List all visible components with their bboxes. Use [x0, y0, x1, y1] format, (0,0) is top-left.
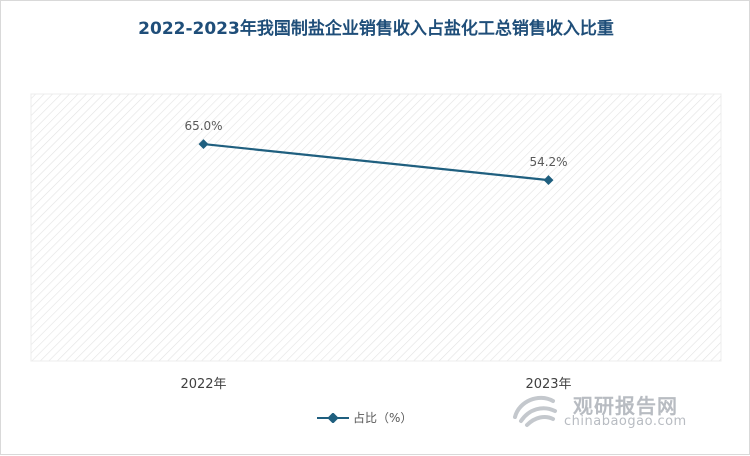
legend-label: 占比（%）	[353, 411, 413, 425]
x-tick-label: 2022年	[180, 377, 226, 392]
data-label: 54.2%	[529, 155, 567, 169]
plot-area	[30, 93, 722, 362]
series-line	[203, 142, 549, 182]
data-point	[543, 175, 554, 186]
swirl-logo-icon	[513, 395, 557, 427]
x-tick-label: 2023年	[525, 377, 571, 392]
legend-line-swatch	[317, 412, 349, 423]
watermark-brand: 观研报告网	[573, 394, 678, 418]
data-point	[198, 139, 209, 150]
data-label: 65.0%	[184, 119, 222, 133]
legend: 占比（%）	[317, 409, 412, 426]
chart-title: 2022-2023年我国制盐企业销售收入占盐化工总销售收入比重	[138, 19, 614, 39]
watermark-url: chinabaogao.com	[564, 414, 687, 429]
